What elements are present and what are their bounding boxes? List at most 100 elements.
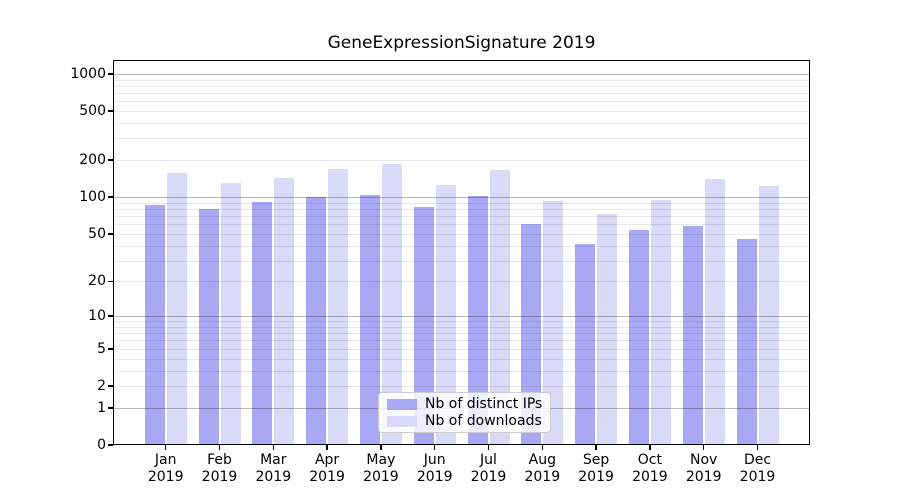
bar-downloads-feb [220, 182, 241, 445]
x-tick-mark-sep [595, 445, 597, 450]
x-tick-text: Feb [207, 452, 232, 468]
x-tick-label-dec: Dec 2019 [723, 452, 793, 486]
y-tick-mark-5 [108, 348, 113, 350]
gridline-minor [113, 340, 810, 342]
gridline-minor [113, 385, 810, 387]
legend-swatch-downloads [387, 415, 417, 427]
y-tick-mark-50 [108, 233, 113, 235]
plot-area [113, 60, 810, 445]
x-tick-mark-jan [164, 445, 167, 450]
x-tick-label-nov: Nov 2019 [669, 452, 739, 486]
bar-distinct-ips-feb [198, 208, 219, 445]
bar-downloads-oct [650, 199, 671, 445]
bar-downloads-dec [758, 185, 779, 445]
x-tick-text: 2019 [685, 469, 722, 485]
gridline-minor [113, 370, 810, 372]
gridline-minor [113, 333, 810, 335]
bar-downloads-jan [166, 172, 187, 445]
x-tick-text: 2019 [416, 469, 453, 485]
legend-label-distinct-ips: Nb of distinct IPs [425, 396, 543, 412]
x-tick-mark-apr [326, 445, 328, 450]
y-tick-label-1: 1 [97, 399, 106, 416]
x-tick-mark-dec [756, 445, 759, 450]
legend-item-downloads: Nb of downloads [387, 413, 542, 429]
gridline-minor [113, 208, 810, 210]
x-tick-text: 2019 [470, 469, 507, 485]
x-tick-text: May [366, 452, 396, 468]
legend-label-downloads: Nb of downloads [425, 413, 542, 429]
bar-distinct-ips-sep [575, 244, 596, 445]
bar-downloads-aug [543, 200, 564, 445]
x-tick-mark-feb [218, 445, 221, 450]
y-tick-mark-0 [108, 444, 113, 446]
x-tick-mark-may [380, 445, 382, 450]
x-tick-label-feb: Feb 2019 [185, 452, 255, 486]
y-tick-label-20: 20 [88, 273, 106, 290]
gridline-minor [113, 138, 810, 140]
x-tick-label-jul: Jul 2019 [454, 452, 524, 486]
bar-distinct-ips-mar [252, 202, 273, 445]
x-tick-text: Mar [260, 452, 287, 468]
x-tick-text: Apr [314, 452, 340, 468]
gridline-major [113, 196, 810, 199]
x-tick-text: Jan [154, 452, 177, 468]
x-tick-text: 2019 [524, 469, 561, 485]
gridline-minor [113, 160, 810, 162]
y-tick-label-1000: 1000 [70, 65, 106, 82]
y-tick-label-50: 50 [88, 225, 106, 242]
y-tick-label-100: 100 [79, 189, 106, 206]
bars-layer [113, 60, 810, 445]
chart-title: GeneExpressionSignature 2019 [327, 33, 596, 53]
x-tick-text: Nov [690, 452, 718, 468]
gridline-minor [113, 93, 810, 95]
bar-downloads-may [381, 163, 402, 445]
bar-distinct-ips-oct [628, 229, 649, 445]
gridline-minor [113, 123, 810, 125]
x-tick-mark-aug [541, 445, 544, 450]
gridline-minor [113, 224, 810, 226]
bar-distinct-ips-jul [467, 195, 488, 445]
x-tick-mark-jul [487, 445, 490, 450]
y-tick-label-5: 5 [97, 340, 106, 357]
gridline-minor [113, 216, 810, 218]
x-tick-text: Oct [637, 452, 662, 468]
legend: Nb of distinct IPs Nb of downloads [378, 392, 552, 433]
gridline-minor [113, 260, 810, 262]
x-tick-text: 2019 [147, 469, 184, 485]
gridline-minor [113, 111, 810, 113]
y-tick-label-0: 0 [97, 437, 106, 453]
gridline-minor [113, 326, 810, 328]
x-tick-label-jun: Jun 2019 [400, 452, 470, 486]
bar-distinct-ips-nov [682, 225, 703, 445]
x-tick-label-oct: Oct 2019 [615, 452, 685, 486]
legend-swatch-distinct-ips [387, 398, 417, 410]
bar-distinct-ips-jan [144, 204, 165, 445]
x-tick-text: 2019 [578, 469, 614, 485]
gridline-major [113, 73, 810, 76]
gridline-minor [113, 101, 810, 103]
x-tick-mark-nov [702, 445, 705, 450]
bar-distinct-ips-aug [521, 224, 542, 445]
y-tick-label-500: 500 [79, 103, 106, 120]
x-tick-mark-oct [649, 445, 651, 450]
x-tick-label-may: May 2019 [346, 452, 416, 486]
x-tick-text: Aug [528, 452, 556, 468]
bar-downloads-jul [489, 169, 510, 445]
x-tick-text: 2019 [632, 469, 668, 485]
x-tick-mark-mar [272, 445, 275, 450]
gridline-minor [113, 79, 810, 81]
x-tick-label-sep: Sep 2019 [561, 452, 631, 486]
gridline-minor [113, 348, 810, 350]
gridlines-layer [113, 60, 810, 445]
x-tick-text: 2019 [201, 469, 238, 485]
gridline-minor [113, 245, 810, 247]
gridline-minor [113, 358, 810, 360]
gridline-minor [113, 321, 810, 323]
y-tick-mark-2 [108, 385, 113, 387]
x-tick-text: 2019 [309, 469, 345, 485]
bar-distinct-ips-jun [413, 207, 434, 445]
x-tick-text: Jul [480, 452, 497, 468]
x-tick-label-apr: Apr 2019 [292, 452, 362, 486]
y-tick-mark-10 [108, 315, 113, 317]
